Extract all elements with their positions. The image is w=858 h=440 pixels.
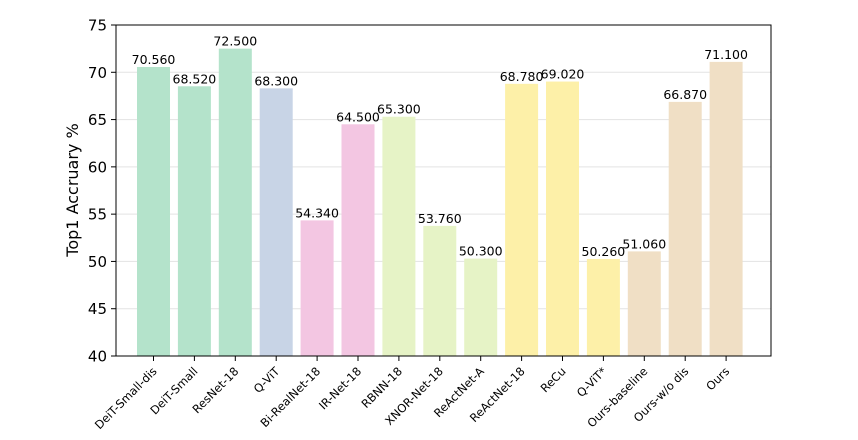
bar bbox=[259, 88, 293, 356]
data-label: 66.870 bbox=[663, 87, 707, 102]
data-label: 68.520 bbox=[173, 71, 217, 86]
y-axis-ticks: 40 45 50 55 60 65 70 75 bbox=[88, 17, 116, 366]
bar bbox=[505, 83, 539, 356]
data-label: 54.340 bbox=[295, 205, 339, 220]
bar bbox=[586, 258, 620, 356]
bar bbox=[546, 81, 579, 356]
plot-frame bbox=[115, 24, 772, 357]
bar bbox=[668, 101, 702, 357]
y-tick-label: 50 bbox=[88, 253, 107, 271]
y-axis-label: Top1 Accruary % bbox=[63, 123, 82, 257]
bar bbox=[709, 61, 743, 356]
data-label: 68.780 bbox=[500, 69, 544, 84]
data-label: 51.060 bbox=[622, 236, 666, 251]
y-tick-label: 55 bbox=[88, 206, 107, 224]
bar bbox=[382, 116, 416, 356]
y-tick-label: 75 bbox=[88, 17, 107, 35]
bar bbox=[627, 251, 661, 356]
x-tick-label: Q-ViT* bbox=[574, 364, 610, 400]
y-tick-label: 65 bbox=[88, 111, 107, 129]
data-label: 72.500 bbox=[213, 34, 257, 49]
data-label: 50.260 bbox=[582, 244, 626, 259]
bars bbox=[137, 48, 743, 357]
data-label: 70.560 bbox=[132, 52, 176, 67]
bar bbox=[300, 220, 334, 356]
x-tick-label: Ours bbox=[703, 364, 732, 393]
data-label: 68.300 bbox=[254, 73, 298, 88]
y-tick-label: 70 bbox=[88, 64, 107, 82]
x-tick-label: DeiT-Small-dis bbox=[92, 364, 160, 432]
bar bbox=[423, 225, 457, 356]
x-tick-label: Q-ViT bbox=[251, 364, 283, 396]
y-tick-label: 60 bbox=[88, 158, 107, 176]
bar bbox=[177, 86, 211, 356]
data-labels: 70.560 68.520 72.500 68.300 54.340 64.50065.3… bbox=[132, 34, 748, 259]
y-tick-label: 40 bbox=[88, 348, 107, 366]
data-label: 69.020 bbox=[541, 67, 585, 82]
bar bbox=[218, 48, 252, 357]
data-label: 71.100 bbox=[704, 47, 748, 62]
data-label: 64.500 bbox=[336, 109, 380, 124]
bar bbox=[137, 66, 170, 356]
data-label: 50.300 bbox=[459, 244, 503, 259]
x-tick-label: ReCu bbox=[538, 364, 569, 395]
data-label: 53.760 bbox=[418, 211, 462, 226]
bar bbox=[341, 124, 375, 356]
data-label: 65.300 bbox=[377, 102, 421, 117]
bar bbox=[464, 258, 498, 356]
x-tick-label: IR-Net-18 bbox=[316, 364, 364, 412]
y-tick-label: 45 bbox=[88, 300, 107, 318]
